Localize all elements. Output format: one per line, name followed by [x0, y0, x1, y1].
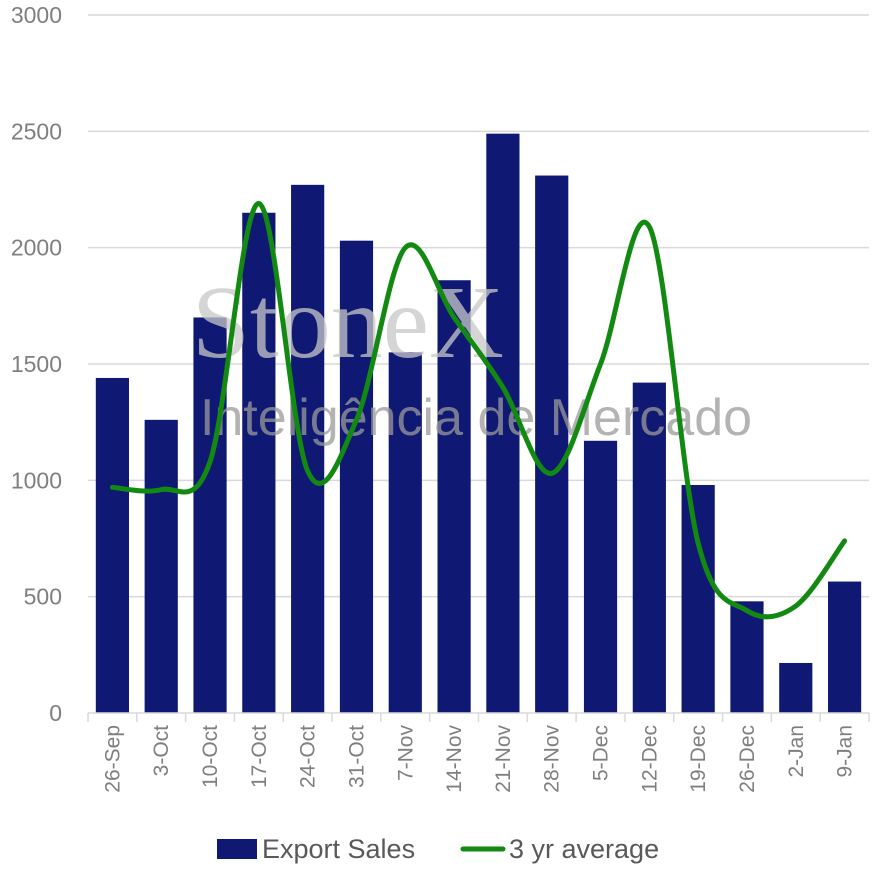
x-axis-tick-labels: 26-Sep 3-Oct 10-Oct 17-Oct 24-Oct 31-Oct 7-Nov…	[101, 725, 856, 793]
x-tick-label: 26-Dec	[736, 725, 759, 793]
bar-export-sales	[681, 484, 715, 713]
y-tick-label: 3000	[11, 2, 62, 28]
y-tick-label: 2000	[11, 235, 62, 261]
x-tick-label: 14-Nov	[443, 725, 466, 793]
x-tick-label: 12-Dec	[638, 725, 661, 793]
watermark-brand: StoneX	[192, 265, 504, 380]
y-tick-label: 2500	[11, 118, 62, 144]
bar-export-sales	[193, 317, 227, 713]
x-tick-label: 19-Dec	[687, 725, 710, 793]
bar-export-sales	[95, 377, 130, 713]
three-year-average-line	[109, 200, 848, 620]
x-axis-tick-marks	[87, 713, 870, 722]
legend-swatch-export-sales	[217, 839, 257, 859]
bar-export-sales	[242, 212, 276, 713]
x-tick-label: 31-Oct	[345, 725, 368, 788]
legend-label-3yr-average: 3 yr average	[509, 834, 659, 864]
bar-export-sales	[779, 662, 813, 713]
bar-export-sales	[730, 601, 764, 713]
y-axis-tick-labels: 0 500 1000 1500 2000 2500 3000	[11, 2, 62, 726]
bar-export-sales	[437, 280, 471, 713]
export-sales-bars	[95, 133, 862, 714]
bar-export-sales	[291, 184, 325, 713]
bar-export-sales	[632, 382, 666, 713]
x-tick-label: 9-Jan	[834, 725, 857, 778]
x-tick-label: 7-Nov	[394, 725, 417, 782]
bar-export-sales	[486, 133, 520, 713]
x-tick-label: 24-Oct	[297, 725, 320, 788]
y-tick-label: 500	[24, 584, 62, 610]
bar-export-sales	[583, 440, 618, 713]
x-tick-label: 3-Oct	[150, 725, 173, 777]
x-tick-label: 21-Nov	[492, 725, 515, 793]
watermark-tagline: Inteligência de Mercado	[200, 389, 752, 447]
legend: Export Sales 3 yr average	[217, 834, 659, 864]
y-tick-label: 0	[49, 700, 62, 726]
bar-export-sales	[144, 419, 178, 713]
x-tick-label: 17-Oct	[248, 725, 271, 788]
y-tick-label: 1000	[11, 467, 62, 493]
bar-export-sales	[339, 240, 374, 714]
y-tick-label: 1500	[11, 351, 62, 377]
bar-export-sales	[388, 352, 422, 713]
x-tick-label: 10-Oct	[199, 725, 222, 788]
x-tick-label: 2-Jan	[785, 725, 808, 778]
x-tick-label: 28-Nov	[541, 725, 564, 793]
bar-export-sales	[535, 175, 569, 714]
stonex-watermark: StoneX Inteligência de Mercado	[192, 265, 752, 447]
x-tick-label: 26-Sep	[101, 725, 124, 793]
bar-export-sales	[827, 581, 862, 713]
x-tick-label: 5-Dec	[590, 725, 613, 781]
legend-label-export-sales: Export Sales	[262, 834, 415, 864]
